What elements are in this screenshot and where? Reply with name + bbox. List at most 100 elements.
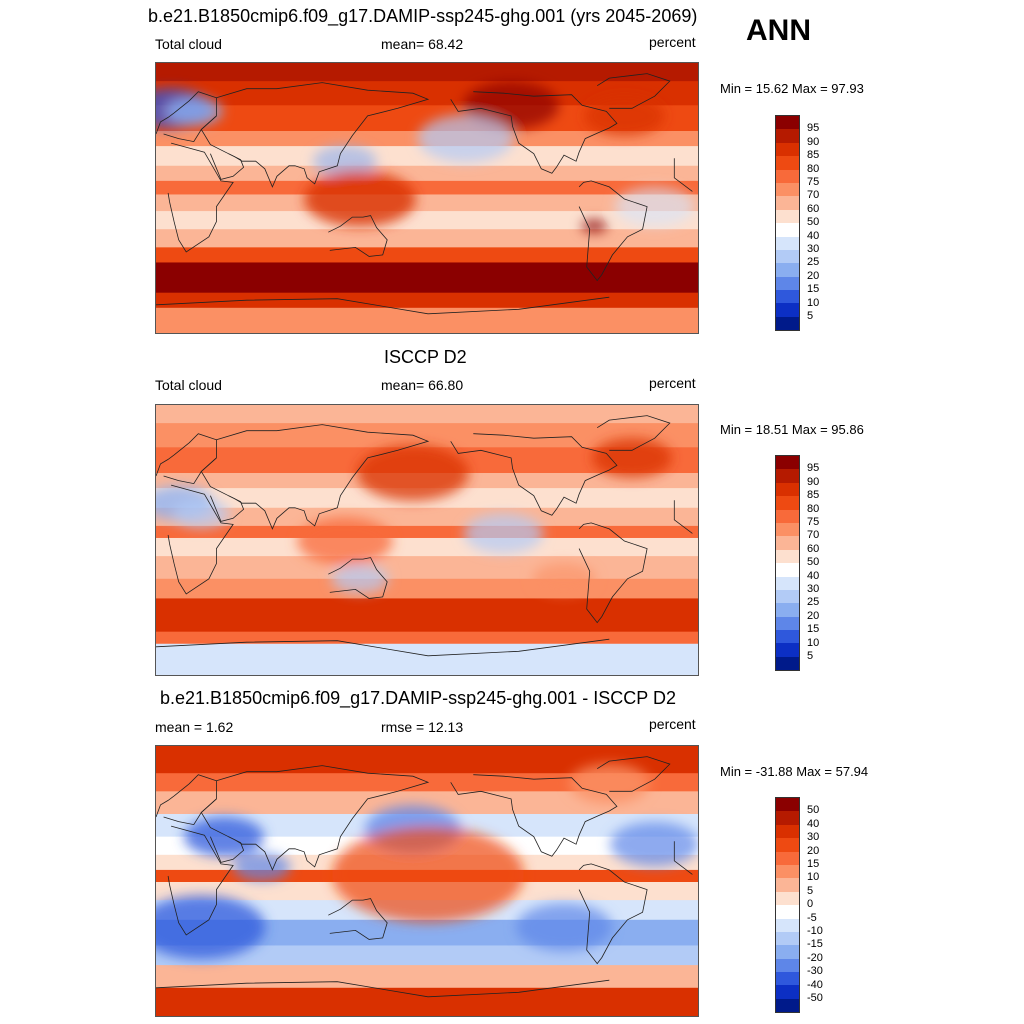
colorbar-tick-label: 75 — [807, 176, 820, 188]
colorbar-swatch — [776, 905, 799, 919]
colorbar-swatch — [776, 838, 799, 852]
colorbar-tick-label: 70 — [807, 529, 820, 542]
panel-1-title: b.e21.B1850cmip6.f09_g17.DAMIP-ssp245-gh… — [148, 6, 698, 26]
panel-1-mean-label: mean= 68.42 — [381, 36, 464, 52]
colorbar-tick-label: 20 — [807, 609, 820, 622]
colorbar-tick-label: -15 — [807, 938, 823, 951]
colorbar-tick-label: 15 — [807, 283, 820, 296]
colorbar-swatch — [776, 169, 799, 183]
colorbar-tick-label: 20 — [807, 269, 820, 282]
colorbar-tick-label: 75 — [807, 516, 820, 528]
coastlines — [156, 415, 693, 657]
colorbar-tick-label: 40 — [807, 229, 820, 242]
colorbar-swatch — [776, 945, 799, 959]
colorbar-tick-label: 40 — [807, 569, 820, 582]
colorbar-swatch — [776, 249, 799, 264]
colorbar-swatch — [776, 656, 799, 671]
panel-1-colorbar — [775, 115, 800, 332]
panel-3-mean-label: mean = 1.62 — [155, 719, 234, 735]
colorbar-tick-label: -5 — [807, 911, 817, 924]
season-label: ANN — [746, 14, 811, 47]
colorbar-tick-label: 25 — [807, 596, 820, 609]
colorbar-swatch — [776, 972, 799, 986]
colorbar-tick-label: 40 — [807, 817, 820, 830]
panel-1-minmax: Min = 15.62 Max = 97.93 — [720, 81, 864, 96]
colorbar-swatch — [776, 290, 799, 304]
colorbar-tick-label: 80 — [807, 162, 820, 175]
colorbar-tick-label: 95 — [807, 122, 820, 135]
colorbar-swatch — [776, 603, 799, 617]
colorbar-tick-label: 10 — [807, 871, 820, 884]
colorbar-tick-label: 60 — [807, 202, 820, 215]
colorbar-swatch — [776, 196, 799, 210]
panel-3-map — [155, 745, 699, 1017]
colorbar-tick-label: 70 — [807, 189, 820, 202]
colorbar-swatch — [776, 496, 799, 510]
colorbar-tick-label: 5 — [807, 310, 814, 322]
panel-2-minmax: Min = 18.51 Max = 95.86 — [720, 422, 864, 437]
colorbar-tick-label: 30 — [807, 831, 820, 844]
colorbar-swatch — [776, 209, 799, 224]
colorbar-tick-label: 85 — [807, 149, 820, 162]
colorbar-tick-label: 90 — [807, 135, 820, 148]
colorbar-tick-label: 50 — [807, 556, 820, 569]
contour-field — [156, 746, 698, 1016]
coastlines — [156, 73, 693, 315]
colorbar-swatch — [776, 630, 799, 644]
panel-3-minmax: Min = -31.88 Max = 57.94 — [720, 764, 869, 779]
panel-3-colorbar — [775, 797, 800, 1014]
colorbar-swatch — [776, 509, 799, 523]
colorbar-tick-label: 50 — [807, 804, 820, 817]
panel-2-mean-label: mean= 66.80 — [381, 377, 464, 393]
colorbar-tick-label: -30 — [807, 965, 823, 978]
colorbar-swatch — [776, 276, 799, 291]
colorbar-tick-label: 5 — [807, 884, 814, 897]
panel-3-title: b.e21.B1850cmip6.f09_g17.DAMIP-ssp245-gh… — [160, 688, 676, 708]
colorbar-swatch — [776, 142, 799, 157]
contour-field — [156, 405, 698, 675]
panel-2-map — [155, 404, 699, 676]
colorbar-swatch — [776, 469, 799, 483]
colorbar-swatch — [776, 878, 799, 892]
colorbar-swatch — [776, 891, 799, 906]
panel-2-title: ISCCP D2 — [384, 347, 467, 367]
colorbar-tick-label: 85 — [807, 489, 820, 502]
colorbar-swatch — [776, 643, 799, 657]
panel-1-variable-label: Total cloud — [155, 36, 222, 52]
colorbar-tick-label: 15 — [807, 623, 820, 636]
colorbar-swatch — [776, 116, 799, 130]
colorbar-tick-label: 50 — [807, 216, 820, 229]
colorbar-swatch — [776, 931, 799, 946]
colorbar-swatch — [776, 182, 799, 197]
colorbar-swatch — [776, 456, 799, 470]
colorbar-swatch — [776, 576, 799, 590]
colorbar-tick-label: -20 — [807, 951, 823, 964]
panel-2-colorbar — [775, 455, 800, 672]
colorbar-tick-label: 80 — [807, 502, 820, 515]
colorbar-swatch — [776, 316, 799, 331]
colorbar-tick-label: 25 — [807, 256, 820, 269]
colorbar-swatch — [776, 156, 799, 170]
colorbar-swatch — [776, 263, 799, 277]
colorbar-swatch — [776, 811, 799, 825]
contour-field — [156, 63, 698, 333]
colorbar-tick-label: 10 — [807, 296, 820, 309]
colorbar-swatch — [776, 958, 799, 973]
panel-2-units-label: percent — [649, 375, 696, 391]
colorbar-tick-label: -50 — [807, 992, 823, 1004]
colorbar-swatch — [776, 918, 799, 932]
colorbar-swatch — [776, 589, 799, 604]
colorbar-tick-label: 30 — [807, 243, 820, 255]
panel-2-variable-label: Total cloud — [155, 377, 222, 393]
colorbar-tick-label: 10 — [807, 636, 820, 649]
colorbar-swatch — [776, 851, 799, 865]
colorbar-swatch — [776, 236, 799, 250]
panel-3-rmse-label: rmse = 12.13 — [381, 719, 464, 735]
colorbar-tick-label: 15 — [807, 858, 820, 870]
colorbar-tick-label: 20 — [807, 844, 820, 857]
colorbar-swatch — [776, 563, 799, 577]
colorbar-swatch — [776, 522, 799, 537]
colorbar-swatch — [776, 129, 799, 143]
colorbar-tick-label: 0 — [807, 898, 814, 911]
colorbar-tick-label: -40 — [807, 978, 823, 991]
